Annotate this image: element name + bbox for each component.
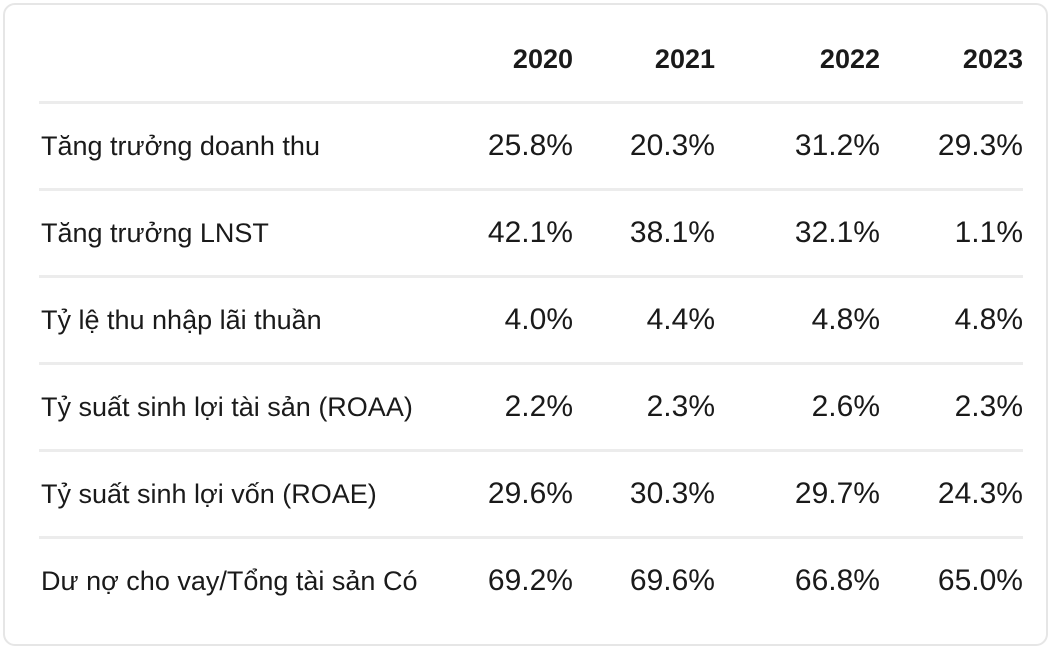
table-row: Tăng trưởng LNST 42.1% 38.1% 32.1% 1.1% [39, 189, 1023, 278]
header-cell-2022: 2022 [715, 17, 880, 104]
cell-value: 4.4% [573, 276, 715, 365]
cell-value: 2.3% [573, 363, 715, 452]
cell-value: 24.3% [880, 450, 1023, 539]
header-cell-2020: 2020 [469, 17, 573, 104]
cell-value: 42.1% [469, 189, 573, 278]
table-row: Tỷ suất sinh lợi vốn (ROAE) 29.6% 30.3% … [39, 450, 1023, 539]
row-label: Tỷ suất sinh lợi tài sản (ROAA) [39, 363, 469, 452]
cell-value: 2.6% [715, 363, 880, 452]
row-label: Dư nợ cho vay/Tổng tài sản Có [41, 565, 418, 596]
cell-value: 4.8% [880, 276, 1023, 365]
cell-value: 38.1% [573, 189, 715, 278]
cell-value: 65.0% [937, 564, 1023, 597]
cell-value: 4.8% [715, 276, 880, 365]
cell-value: 29.3% [880, 102, 1023, 191]
table-row: Tỷ suất sinh lợi tài sản (ROAA) 2.2% 2.3… [39, 363, 1023, 452]
cell-value: 69.6% [629, 564, 715, 597]
row-label: Tỷ suất sinh lợi vốn (ROAE) [39, 450, 469, 539]
table-row: Tỷ lệ thu nhập lãi thuần 4.0% 4.4% 4.8% … [39, 276, 1023, 365]
cell-value: 31.2% [715, 102, 880, 191]
cell-value: 2.3% [880, 363, 1023, 452]
header-cell-empty [39, 17, 469, 104]
cell-value: 66.8% [794, 564, 880, 597]
table-row: Tăng trưởng doanh thu 25.8% 20.3% 31.2% … [39, 102, 1023, 191]
row-label: Tỷ lệ thu nhập lãi thuần [39, 276, 469, 365]
table-card: 2020 2021 2022 2023 Tăng trưởng doanh th… [3, 3, 1048, 646]
header-cell-2023: 2023 [880, 17, 1023, 104]
cell-value: 32.1% [715, 189, 880, 278]
table-row: Dư nợ cho vay/Tổng tài sản Có 69.2% 69.6… [39, 538, 1023, 624]
cell-value: 29.6% [469, 450, 573, 539]
financial-ratios-table: 2020 2021 2022 2023 Tăng trưởng doanh th… [39, 17, 1023, 623]
cell-value: 69.2% [487, 564, 573, 597]
cell-value: 29.7% [715, 450, 880, 539]
cell-value: 30.3% [573, 450, 715, 539]
cell-value: 2.2% [469, 363, 573, 452]
cell-value: 4.0% [469, 276, 573, 365]
header-cell-2021: 2021 [573, 17, 715, 104]
cell-value: 1.1% [880, 189, 1023, 278]
row-label: Tăng trưởng doanh thu [39, 102, 469, 191]
cell-value: 25.8% [469, 102, 573, 191]
cell-value: 20.3% [573, 102, 715, 191]
header-row: 2020 2021 2022 2023 [39, 17, 1023, 104]
row-label: Tăng trưởng LNST [39, 189, 469, 278]
